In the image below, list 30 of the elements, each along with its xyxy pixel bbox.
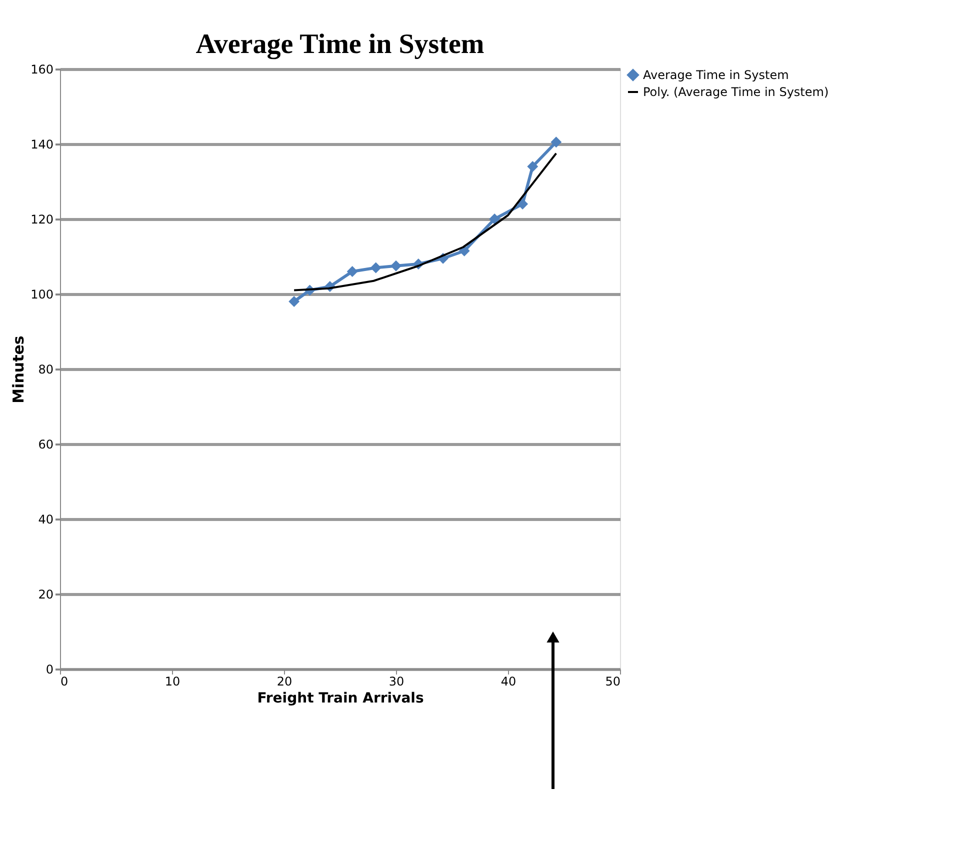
point xyxy=(527,161,538,172)
y-tick-label: 20 xyxy=(38,588,54,602)
legend-label: Average Time in System xyxy=(643,68,789,82)
y-tick-label: 140 xyxy=(30,138,54,152)
line-series xyxy=(293,152,558,292)
point xyxy=(288,296,300,307)
point xyxy=(390,260,402,272)
y-tick-label: 100 xyxy=(30,288,54,302)
x-tick-label: 10 xyxy=(164,674,180,688)
point xyxy=(517,198,528,210)
chart-title: Average Time in System xyxy=(196,29,484,60)
x-tick-label: 0 xyxy=(60,674,68,688)
legend-label: Poly. (Average Time in System) xyxy=(643,85,829,99)
x-tick-label: 30 xyxy=(388,674,404,688)
y-tick-label: 0 xyxy=(46,662,54,676)
point xyxy=(346,266,358,277)
x-tick-label: 40 xyxy=(500,674,516,688)
y-tick-label: 120 xyxy=(30,212,54,226)
point xyxy=(458,245,470,256)
y-axis-title: Minutes xyxy=(10,336,28,404)
y-tick-label: 160 xyxy=(30,62,54,76)
x-axis-title: Freight Train Arrivals xyxy=(257,690,424,706)
y-tick-label: 60 xyxy=(38,438,54,452)
x-tick-label: 50 xyxy=(605,674,620,688)
y-tick-label: 80 xyxy=(38,362,54,376)
point xyxy=(550,136,562,148)
point xyxy=(489,214,500,224)
x-tick-label: 20 xyxy=(276,674,292,688)
y-tick-label: 40 xyxy=(38,512,54,526)
point xyxy=(370,262,382,274)
